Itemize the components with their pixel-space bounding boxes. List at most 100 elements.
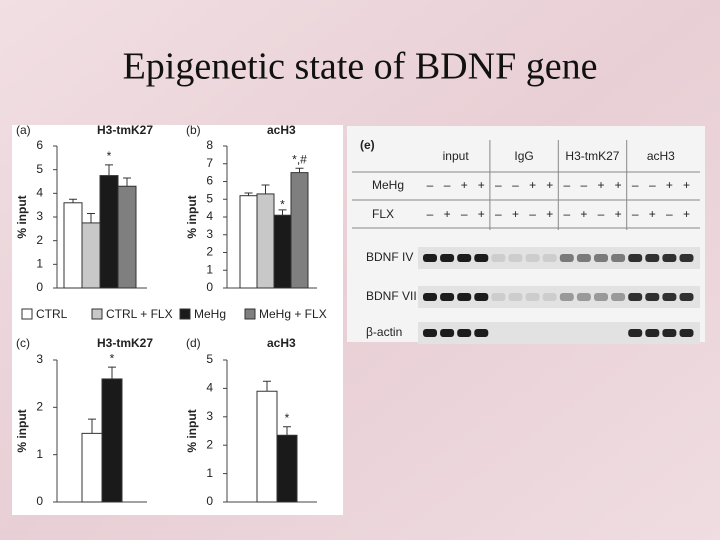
y-tick-label: 2 (206, 437, 213, 451)
sign: + (615, 207, 622, 221)
slide-title: Epigenetic state of BDNF gene (123, 46, 598, 88)
sign: – (581, 178, 588, 192)
y-tick-label: 4 (206, 209, 213, 223)
significance: * (110, 351, 115, 365)
band (559, 254, 574, 262)
y-tick-label: 3 (206, 409, 213, 423)
significance: *,# (292, 152, 307, 166)
band-label: β-actin (366, 325, 402, 339)
error-bar (123, 177, 131, 187)
row-label: FLX (372, 207, 394, 221)
bar (290, 172, 309, 289)
sign: – (495, 178, 502, 192)
band (508, 254, 523, 262)
bar (273, 214, 292, 289)
panel-label: (c) (16, 336, 30, 350)
band (440, 254, 455, 262)
legend-swatch (179, 308, 191, 320)
bar (81, 432, 103, 503)
band (423, 254, 437, 262)
band (474, 293, 489, 301)
bar (99, 175, 119, 289)
bar (101, 378, 123, 503)
sign: + (478, 178, 485, 192)
sign: + (546, 178, 553, 192)
legend-label: CTRL + FLX (106, 307, 173, 321)
legend-swatch (244, 308, 256, 320)
band (628, 254, 643, 262)
group-label: H3-tmK27 (565, 149, 619, 163)
y-tick-label: 3 (36, 352, 43, 366)
band-strip (418, 247, 700, 269)
band (628, 293, 643, 301)
band (611, 293, 626, 301)
y-tick-label: 3 (206, 227, 213, 241)
bar (63, 202, 83, 289)
bar (256, 193, 275, 289)
y-tick-label: 6 (36, 138, 43, 152)
panel-label: (e) (360, 138, 375, 152)
band-strip (418, 286, 700, 308)
band (679, 254, 694, 262)
band (440, 293, 455, 301)
band (645, 254, 660, 262)
y-axis-label: % input (185, 195, 199, 238)
y-tick-label: 8 (206, 138, 213, 152)
band (423, 329, 437, 337)
y-tick-label: 1 (36, 447, 43, 461)
bar (239, 195, 258, 289)
y-tick-label: 4 (206, 381, 213, 395)
sign: – (461, 207, 468, 221)
significance: * (280, 197, 285, 211)
band (474, 329, 489, 337)
y-tick-label: 1 (36, 257, 43, 271)
band (594, 293, 608, 301)
sign: + (683, 178, 690, 192)
sign: + (461, 178, 468, 192)
y-axis-label: % input (15, 409, 29, 452)
error-bar (278, 209, 287, 216)
sign: + (580, 207, 587, 221)
bar (276, 434, 298, 503)
band (423, 293, 437, 301)
y-axis-label: % input (15, 195, 29, 238)
y-tick-label: 2 (36, 400, 43, 414)
band (525, 293, 540, 301)
y-tick-label: 3 (36, 209, 43, 223)
error-bar (105, 164, 113, 176)
error-bar (108, 366, 116, 379)
chart-title: acH3 (267, 336, 296, 350)
band (525, 254, 540, 262)
error-bar (263, 380, 271, 392)
y-tick-label: 4 (36, 186, 43, 200)
sign: + (478, 207, 485, 221)
error-bar (261, 184, 270, 194)
sign: – (632, 207, 639, 221)
error-bar (88, 418, 96, 434)
band-label: BDNF IV (366, 250, 413, 264)
bar (81, 222, 101, 289)
error-bar (244, 192, 253, 196)
error-bar (87, 212, 95, 223)
row-label: MeHg (372, 178, 404, 192)
error-bar (69, 198, 77, 203)
y-tick-label: 0 (36, 280, 43, 294)
significance: * (285, 411, 290, 425)
y-axis-label: % input (185, 409, 199, 452)
sign: – (598, 207, 605, 221)
sign: + (666, 178, 673, 192)
group-label: acH3 (647, 149, 675, 163)
band (559, 293, 574, 301)
y-tick-label: 1 (206, 466, 213, 480)
chart-title: acH3 (267, 123, 296, 137)
band (679, 293, 694, 301)
sign: + (597, 178, 604, 192)
sign: – (495, 207, 502, 221)
legend-label: CTRL (36, 307, 68, 321)
error-bar (295, 167, 304, 173)
sign: + (683, 207, 690, 221)
band (679, 329, 694, 337)
sign: – (632, 178, 639, 192)
y-tick-label: 5 (206, 352, 213, 366)
